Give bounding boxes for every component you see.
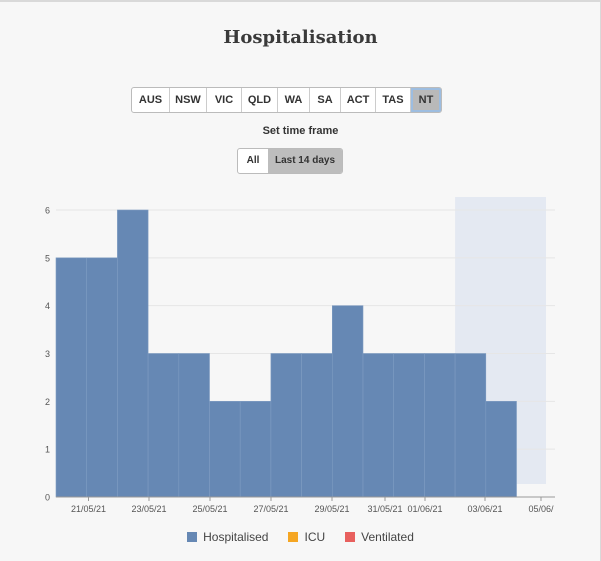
- legend-swatch: [345, 532, 356, 542]
- bar-hospitalised: [454, 353, 487, 498]
- legend-swatch: [288, 532, 299, 542]
- legend-swatch: [187, 532, 198, 542]
- timeframe-label: Set time frame: [262, 125, 339, 137]
- legend-label: Hospitalised: [203, 530, 269, 544]
- region-tab-vic[interactable]: VIC: [207, 88, 242, 112]
- x-tick-label: 05/06/: [528, 504, 554, 514]
- hospitalisation-chart: 0 1 2 3 4 5 6 21/05/21 23/05/21 25/05/21 27/05/21 2…: [45, 197, 555, 514]
- timeframe-last-14-days-button[interactable]: Last 14 days: [268, 149, 342, 173]
- x-tick-label: 31/05/21: [367, 504, 402, 514]
- y-tick-label: 6: [45, 206, 50, 216]
- bar-hospitalised: [270, 353, 302, 498]
- bar-hospitalised: [117, 209, 149, 498]
- legend-item-icu[interactable]: ICU: [288, 530, 325, 544]
- x-tick-label: 23/05/21: [131, 504, 166, 514]
- bar-hospitalised: [393, 353, 425, 498]
- legend-label: Ventilated: [361, 530, 414, 544]
- x-tick-label: 25/05/21: [192, 504, 227, 514]
- y-tick-label: 2: [45, 397, 50, 407]
- x-tick-label: 29/05/21: [314, 504, 349, 514]
- region-tab-wa[interactable]: WA: [278, 88, 310, 112]
- bar-hospitalised: [485, 401, 517, 498]
- region-tab-sa[interactable]: SA: [310, 88, 341, 112]
- bar-hospitalised: [86, 257, 118, 498]
- bar-hospitalised: [239, 401, 272, 498]
- region-tab-nsw[interactable]: NSW: [170, 88, 207, 112]
- y-tick-label: 4: [45, 301, 50, 311]
- y-tick-label: 1: [45, 445, 50, 455]
- legend-item-ventilated[interactable]: Ventilated: [345, 530, 414, 544]
- region-tab-aus[interactable]: AUS: [132, 88, 170, 112]
- top-divider: [0, 0, 601, 2]
- bar-hospitalised: [178, 353, 210, 498]
- timeframe-all-button[interactable]: All: [246, 155, 260, 166]
- bar-hospitalised: [147, 353, 180, 498]
- x-tick-label: 01/06/21: [407, 504, 442, 514]
- region-tab-qld[interactable]: QLD: [242, 88, 278, 112]
- chart-legend: Hospitalised ICU Ventilated: [0, 530, 601, 544]
- x-tick-label: 03/06/21: [467, 504, 502, 514]
- y-tick-label: 5: [45, 253, 50, 263]
- bar-hospitalised: [331, 305, 364, 498]
- x-tick-label: 27/05/21: [253, 504, 288, 514]
- bar-hospitalised: [424, 353, 456, 498]
- region-tab-act[interactable]: ACT: [341, 88, 376, 112]
- timeframe-toggle: All Last 14 days: [237, 148, 343, 174]
- region-tab-nt[interactable]: NT: [411, 88, 441, 112]
- region-tab-tas[interactable]: TAS: [376, 88, 411, 112]
- bar-hospitalised: [301, 353, 333, 498]
- y-tick-label: 3: [45, 349, 50, 359]
- legend-item-hospitalised[interactable]: Hospitalised: [187, 530, 268, 544]
- page-title: Hospitalisation: [223, 27, 378, 48]
- region-tabs: AUS NSW VIC QLD WA SA ACT TAS NT: [131, 87, 442, 113]
- bar-hospitalised: [362, 353, 395, 498]
- legend-label: ICU: [304, 530, 326, 544]
- x-tick-label: 21/05/21: [71, 504, 106, 514]
- y-tick-label: 0: [45, 493, 50, 503]
- bar-hospitalised: [55, 257, 88, 498]
- bar-hospitalised: [209, 401, 241, 498]
